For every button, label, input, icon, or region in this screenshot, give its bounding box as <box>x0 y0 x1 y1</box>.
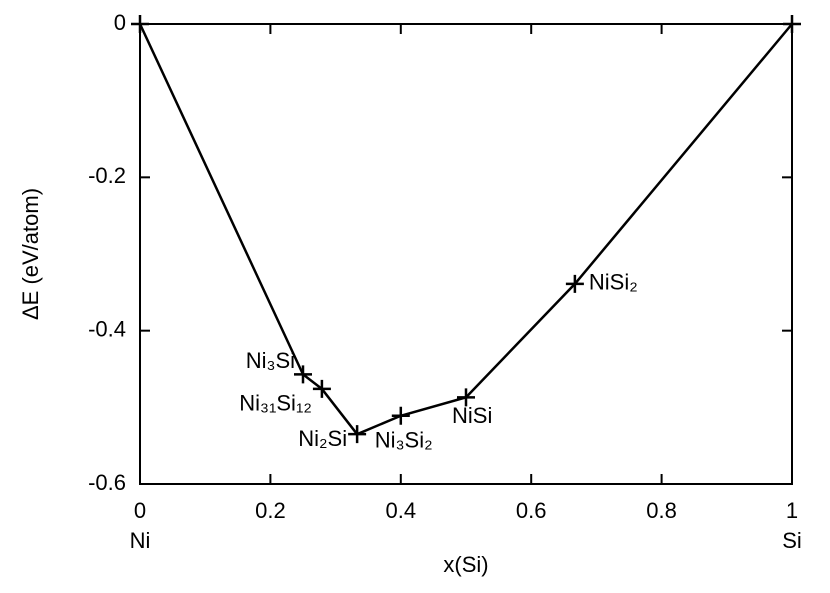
y-tick-label: -0.4 <box>88 316 126 341</box>
point-marker <box>294 365 312 384</box>
point-marker <box>457 388 475 407</box>
x-tick-label: 0.8 <box>646 498 677 523</box>
point-marker <box>783 15 801 33</box>
y-tick-label: -0.6 <box>88 470 126 495</box>
x-end-label: Ni <box>130 528 151 553</box>
x-tick-label: 0 <box>134 498 146 523</box>
point-marker <box>565 274 584 293</box>
point-label: Ni₃₁Si₁₂ <box>239 391 312 416</box>
x-tick-label: 0.2 <box>255 498 286 523</box>
x-tick-label: 0.4 <box>386 498 417 523</box>
point-label: NiSi <box>452 403 492 428</box>
point-label: NiSi₂ <box>589 270 638 295</box>
x-tick-label: 1 <box>786 498 798 523</box>
x-end-label: Si <box>782 528 802 553</box>
point-label: Ni₂Si <box>298 426 347 451</box>
hull-line <box>138 23 793 436</box>
x-tick-label: 0.6 <box>516 498 547 523</box>
y-tick-label: 0 <box>114 10 126 35</box>
point-marker <box>131 15 149 33</box>
x-axis-label: x(Si) <box>443 552 488 577</box>
point-label: Ni₃Si₂ <box>375 428 433 453</box>
point-marker <box>391 406 410 425</box>
point-label: Ni₃Si <box>246 348 295 373</box>
point-marker <box>348 425 367 444</box>
y-tick-label: -0.2 <box>88 163 126 188</box>
y-axis-label: ΔE (eV/atom) <box>18 188 43 320</box>
point-marker <box>312 379 331 398</box>
plot-frame <box>139 23 793 485</box>
